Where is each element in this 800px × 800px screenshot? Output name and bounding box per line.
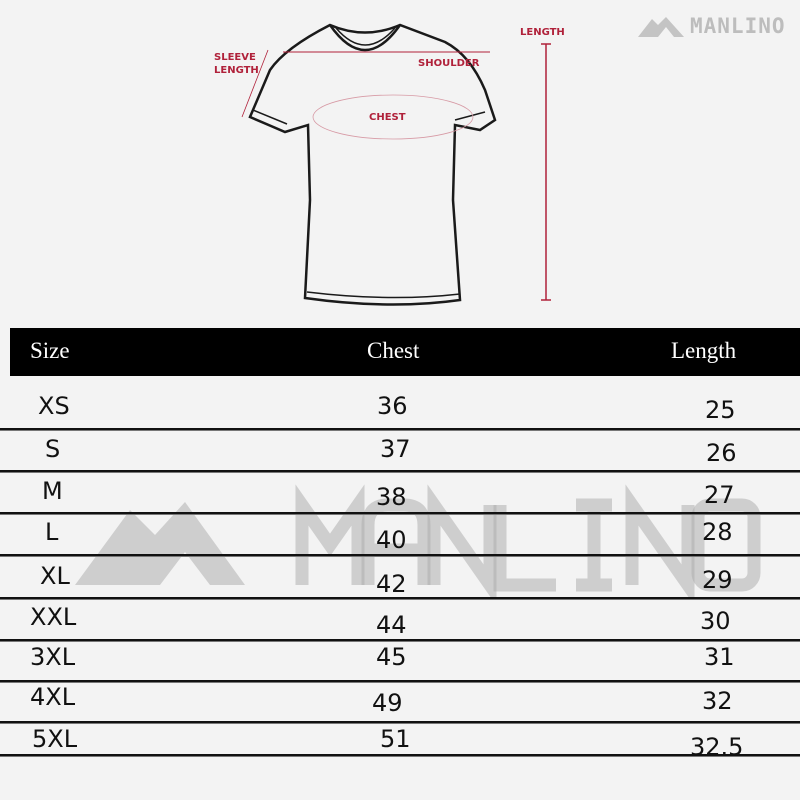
tshirt-measurement-diagram: SLEEVE LENGTH SHOULDER CHEST LENGTH <box>214 23 565 306</box>
row-divider <box>0 428 800 431</box>
sleeve-length-label: SLEEVE <box>214 52 256 63</box>
watermark-lettering <box>295 484 761 600</box>
header-size: Size <box>30 338 70 363</box>
cell-chest: 36 <box>377 392 408 420</box>
header-chest: Chest <box>367 338 420 363</box>
cell-chest: 49 <box>372 689 403 717</box>
row-divider <box>0 754 800 757</box>
brand-logo-icon <box>638 17 684 37</box>
cell-size: XL <box>40 562 70 590</box>
cell-size: L <box>45 518 59 546</box>
cell-length: 27 <box>704 481 735 509</box>
sleeve-length-label-2: LENGTH <box>214 65 259 76</box>
header-length: Length <box>671 338 737 363</box>
cell-size: S <box>45 435 61 463</box>
cell-length: 28 <box>702 518 733 546</box>
row-divider <box>0 597 800 600</box>
cell-size: XS <box>38 392 70 420</box>
cell-length: 30 <box>700 607 731 635</box>
row-divider <box>0 512 800 515</box>
brand-name: MANLINO <box>690 14 786 38</box>
brand-watermark <box>75 484 761 600</box>
cell-length: 26 <box>706 439 737 467</box>
row-divider <box>0 639 800 642</box>
cell-length: 25 <box>705 396 736 424</box>
cell-size: 5XL <box>32 725 78 753</box>
cell-size: 4XL <box>30 683 76 711</box>
cell-size: 3XL <box>30 643 76 671</box>
row-divider <box>0 554 800 557</box>
shoulder-label: SHOULDER <box>418 58 480 69</box>
table-header: Size Chest Length <box>10 328 800 376</box>
watermark-logo-icon <box>75 502 245 585</box>
cell-chest: 40 <box>376 526 407 554</box>
cell-chest: 45 <box>376 643 407 671</box>
cell-length: 32 <box>702 687 733 715</box>
measurement-lines <box>241 43 551 301</box>
cell-size: M <box>42 477 63 505</box>
cell-size: XXL <box>30 603 77 631</box>
row-divider <box>0 721 800 724</box>
cell-length: 29 <box>702 566 733 594</box>
cell-chest: 51 <box>380 725 411 753</box>
length-label: LENGTH <box>520 27 565 38</box>
brand-logo: MANLINO <box>638 14 786 38</box>
cell-length: 31 <box>704 643 735 671</box>
cell-chest: 42 <box>376 570 407 598</box>
row-divider <box>0 470 800 473</box>
cell-chest: 44 <box>376 611 407 639</box>
cell-chest: 37 <box>380 435 411 463</box>
chest-label: CHEST <box>369 112 406 123</box>
tshirt-outline <box>248 23 497 306</box>
row-divider <box>0 680 800 683</box>
cell-chest: 38 <box>376 483 407 511</box>
